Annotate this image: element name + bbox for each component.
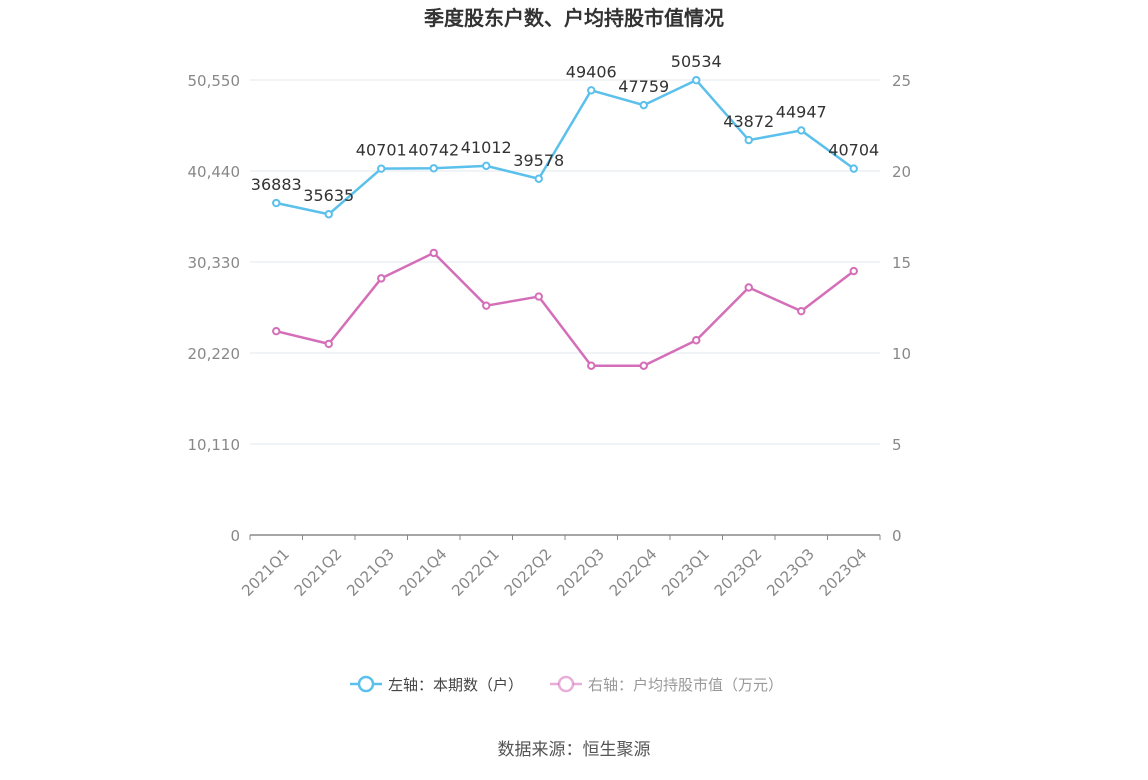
right-tick-label: 20 (892, 163, 911, 181)
legend: 左轴：本期数（户） 右轴：户均持股市值（万元） (350, 675, 783, 694)
left-tick-label: 0 (230, 527, 240, 545)
left-tick-label: 20,220 (188, 345, 241, 363)
data-point-avg-value (797, 306, 806, 316)
right-tick-label: 10 (892, 345, 911, 363)
data-point-avg-value (429, 248, 438, 258)
data-point-avg-value (744, 283, 753, 292)
data-point-households (587, 86, 596, 95)
data-point-households (639, 100, 648, 110)
data-label: 40704 (828, 141, 879, 160)
data-point-avg-value (534, 292, 543, 301)
data-label: 40742 (408, 140, 459, 159)
data-point-households (797, 126, 806, 135)
legend-marker (557, 675, 575, 693)
data-point-avg-value (377, 274, 386, 283)
left-tick-label: 50,550 (188, 72, 241, 90)
data-label: 47759 (618, 77, 669, 96)
left-tick-label: 10,110 (188, 436, 241, 454)
x-tick-label: 2023Q3 (763, 545, 818, 600)
right-tick-label: 15 (892, 254, 911, 272)
series-layer (272, 75, 858, 370)
series-line-households (275, 78, 855, 216)
legend-item-households: 左轴：本期数（户） (350, 675, 523, 694)
data-point-households (744, 135, 753, 145)
right-tick-label: 0 (892, 527, 902, 545)
left-tick-label: 40,440 (188, 163, 241, 181)
data-point-households (377, 164, 386, 173)
left-tick-label: 30,330 (188, 254, 241, 272)
data-point-households (482, 161, 491, 171)
data-label: 40701 (356, 141, 407, 160)
chart-title: 季度股东户数、户均持股市值情况 (423, 6, 724, 30)
data-point-households (534, 174, 543, 183)
x-tick-label: 2022Q3 (553, 545, 608, 600)
data-point-households (324, 210, 333, 219)
x-tick-label: 2022Q2 (501, 545, 556, 600)
legend-item-avg-value: 右轴：户均持股市值（万元） (550, 675, 783, 694)
x-tick-label: 2022Q1 (448, 545, 503, 600)
data-point-households (849, 164, 858, 173)
data-label: 50534 (671, 52, 722, 71)
data-label: 43872 (723, 112, 774, 131)
x-tick-label: 2021Q1 (238, 545, 293, 600)
data-label: 36883 (251, 175, 302, 194)
x-tick-label: 2021Q4 (396, 545, 451, 600)
legend-marker (357, 675, 375, 693)
data-label: 39578 (513, 151, 564, 170)
right-tick-label: 5 (892, 436, 902, 454)
right-tick-label: 25 (892, 72, 911, 90)
x-tick-label: 2022Q4 (606, 545, 661, 600)
data-point-households (272, 198, 281, 208)
legend-label: 左轴：本期数（户） (388, 676, 523, 694)
data-point-avg-value (324, 339, 333, 349)
data-point-avg-value (482, 301, 491, 310)
legend-label: 右轴：户均持股市值（万元） (588, 676, 783, 694)
data-point-avg-value (849, 266, 858, 276)
data-label: 35635 (303, 186, 354, 205)
data-point-avg-value (692, 336, 701, 345)
x-tick-label: 2023Q1 (658, 545, 713, 600)
x-tick-label: 2021Q3 (343, 545, 398, 600)
data-point-households (692, 75, 701, 85)
data-point-avg-value (639, 361, 648, 370)
x-tick-label: 2021Q2 (291, 545, 346, 600)
data-label: 41012 (461, 138, 512, 157)
data-label: 44947 (776, 102, 827, 121)
x-tick-label: 2023Q2 (711, 545, 766, 600)
data-label: 49406 (566, 62, 617, 81)
series-line-avg-value (275, 251, 855, 367)
data-point-avg-value (587, 361, 596, 370)
source-note: 数据来源：恒生聚源 (498, 740, 651, 760)
x-tick-label: 2023Q4 (816, 545, 871, 600)
grid-lines (250, 79, 880, 445)
data-point-households (429, 164, 438, 173)
data-point-avg-value (272, 326, 281, 336)
